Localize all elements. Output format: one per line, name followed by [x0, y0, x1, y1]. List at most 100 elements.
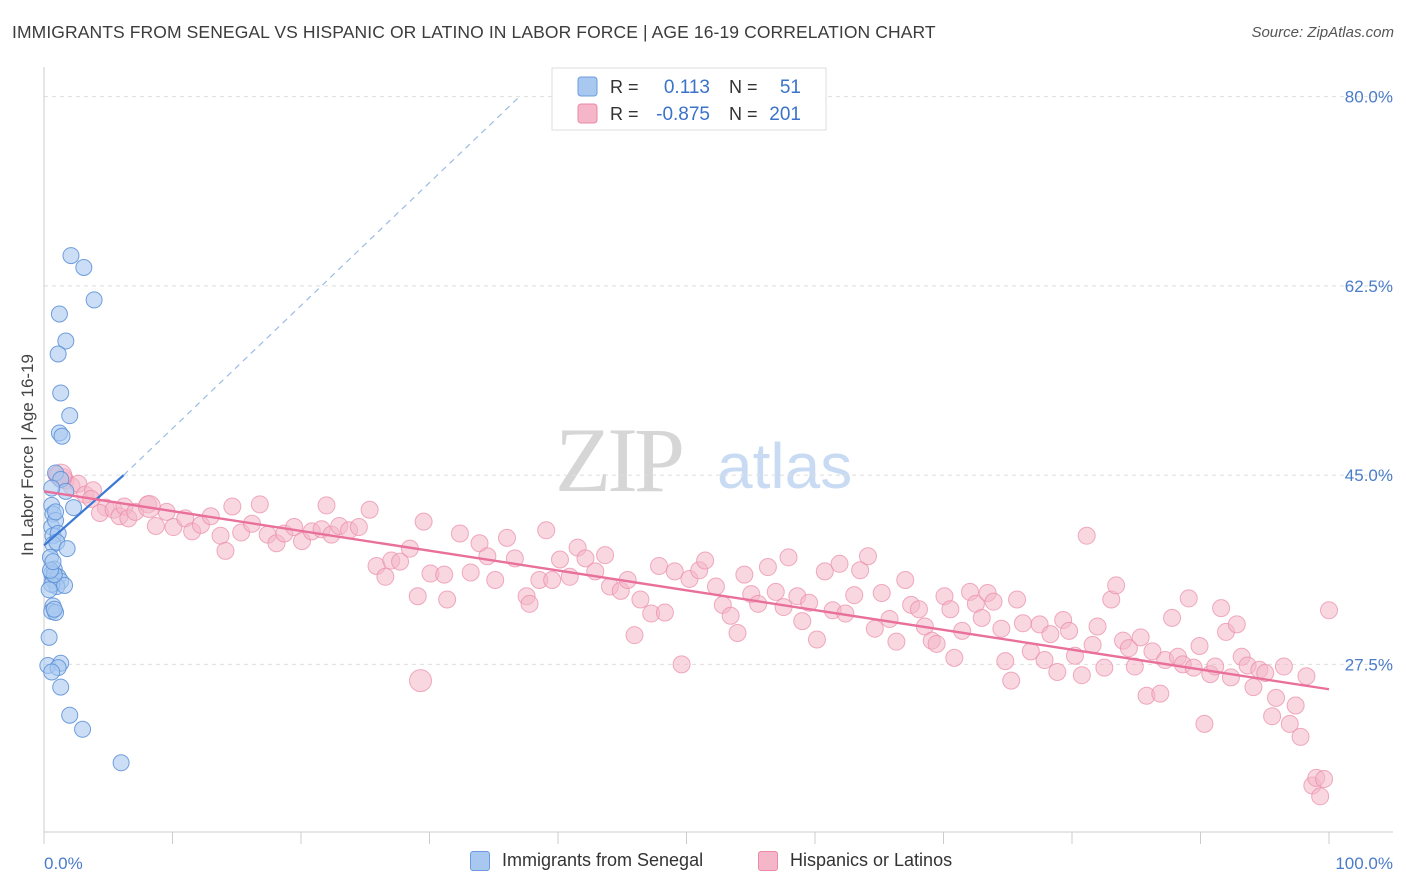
- x-tick-label: 100.0%: [1335, 854, 1393, 873]
- trendline-senegal: [43, 474, 125, 547]
- data-point-hispanic: [1143, 642, 1162, 661]
- data-point-senegal: [112, 754, 130, 772]
- data-point-senegal: [53, 427, 71, 445]
- data-point-hispanic: [550, 550, 569, 569]
- data-point-hispanic: [349, 518, 368, 537]
- trendline-senegal-extension: [123, 96, 520, 476]
- data-point-hispanic: [1131, 628, 1150, 647]
- data-point-hispanic: [830, 554, 849, 573]
- data-point-senegal: [40, 628, 58, 646]
- data-point-hispanic: [672, 655, 691, 674]
- data-point-hispanic: [749, 594, 768, 613]
- data-point-hispanic: [1077, 526, 1096, 545]
- data-point-hispanic: [1291, 727, 1310, 746]
- data-point-hispanic: [211, 526, 230, 545]
- data-point-hispanic: [735, 565, 754, 584]
- data-point-hispanic: [758, 558, 777, 577]
- data-point-hispanic: [470, 534, 489, 553]
- data-point-hispanic: [941, 600, 960, 619]
- trendlines: [43, 96, 1330, 691]
- data-point-hispanic: [887, 632, 906, 651]
- data-point-hispanic: [1095, 658, 1114, 677]
- data-point-hispanic: [1311, 787, 1330, 806]
- data-point-hispanic: [631, 590, 650, 609]
- data-point-hispanic: [478, 547, 497, 566]
- data-point-hispanic: [625, 626, 644, 645]
- data-point-hispanic: [1179, 589, 1198, 608]
- data-point-hispanic: [851, 561, 870, 580]
- data-point-senegal: [74, 720, 92, 738]
- legend-r-value-senegal: 0.113: [664, 77, 710, 98]
- data-point-hispanic: [543, 571, 562, 590]
- data-point-hispanic: [1195, 714, 1214, 733]
- data-point-senegal: [50, 305, 68, 323]
- data-point-hispanic: [845, 586, 864, 605]
- data-point-hispanic: [486, 571, 505, 590]
- data-point-hispanic: [858, 547, 877, 566]
- senegal-points: [39, 247, 130, 772]
- data-point-hispanic: [1041, 625, 1060, 644]
- data-point-hispanic: [1256, 664, 1275, 683]
- data-point-hispanic: [1072, 666, 1091, 685]
- data-point-hispanic: [438, 590, 457, 609]
- data-point-hispanic: [1244, 678, 1263, 697]
- axes: [43, 67, 1393, 844]
- data-point-hispanic: [1151, 684, 1170, 703]
- legend-n-value-hispanic: 201: [769, 104, 801, 125]
- legend-label-senegal: Immigrants from Senegal: [502, 850, 704, 870]
- data-point-senegal: [43, 663, 61, 681]
- data-point-hispanic: [414, 512, 433, 531]
- chart-title: IMMIGRANTS FROM SENEGAL VS HISPANIC OR L…: [12, 22, 936, 42]
- data-point-senegal: [49, 345, 67, 363]
- data-point-hispanic: [800, 593, 819, 612]
- legend-n-label-hispanic: N =: [729, 104, 758, 124]
- data-point-hispanic: [360, 500, 379, 519]
- data-point-hispanic: [223, 497, 242, 516]
- data-point-hispanic: [250, 495, 269, 514]
- legend-n-value-senegal: 51: [780, 77, 801, 98]
- data-point-hispanic: [728, 624, 747, 643]
- legend-item-senegal: Immigrants from Senegal: [470, 850, 703, 871]
- data-point-senegal: [62, 247, 80, 265]
- data-point-hispanic: [596, 546, 615, 565]
- data-point-senegal: [45, 600, 63, 618]
- data-point-hispanic: [1227, 615, 1246, 634]
- data-point-hispanic: [766, 582, 785, 601]
- data-point-hispanic: [807, 630, 826, 649]
- data-point-hispanic: [1008, 590, 1027, 609]
- data-point-hispanic: [880, 609, 899, 628]
- data-point-hispanic: [1280, 714, 1299, 733]
- data-point-hispanic: [1107, 576, 1126, 595]
- legend-r-label-senegal: R =: [610, 77, 639, 97]
- data-point-hispanic: [706, 577, 725, 596]
- legend-swatch-senegal-bottom: [470, 850, 490, 871]
- data-point-hispanic: [317, 496, 336, 515]
- x-tick-label: 0.0%: [44, 854, 83, 873]
- data-point-hispanic: [1315, 770, 1334, 789]
- data-point-hispanic: [576, 549, 595, 568]
- data-point-hispanic: [1297, 667, 1316, 686]
- legend-r-label-hispanic: R =: [610, 104, 639, 124]
- data-point-senegal: [40, 581, 58, 599]
- data-point-hispanic: [665, 562, 684, 581]
- data-point-hispanic: [497, 528, 516, 547]
- data-point-senegal: [85, 291, 103, 309]
- data-point-hispanic: [1190, 636, 1209, 655]
- watermark: ZIP atlas: [555, 409, 852, 511]
- data-point-senegal: [47, 503, 65, 521]
- data-point-hispanic: [1125, 657, 1144, 676]
- data-point-hispanic: [409, 669, 433, 693]
- data-point-hispanic: [1088, 617, 1107, 636]
- data-point-hispanic: [1212, 599, 1231, 618]
- data-point-hispanic: [650, 556, 669, 575]
- data-point-hispanic: [872, 584, 891, 603]
- data-point-hispanic: [520, 594, 539, 613]
- data-point-senegal: [61, 407, 79, 425]
- data-point-hispanic: [537, 521, 556, 540]
- y-axis-label: In Labor Force | Age 16-19: [18, 354, 37, 556]
- data-point-hispanic: [696, 551, 715, 570]
- data-point-hispanic: [1013, 614, 1032, 633]
- data-point-hispanic: [1263, 707, 1282, 726]
- data-point-hispanic: [1048, 662, 1067, 681]
- trendline-hispanic: [43, 490, 1330, 691]
